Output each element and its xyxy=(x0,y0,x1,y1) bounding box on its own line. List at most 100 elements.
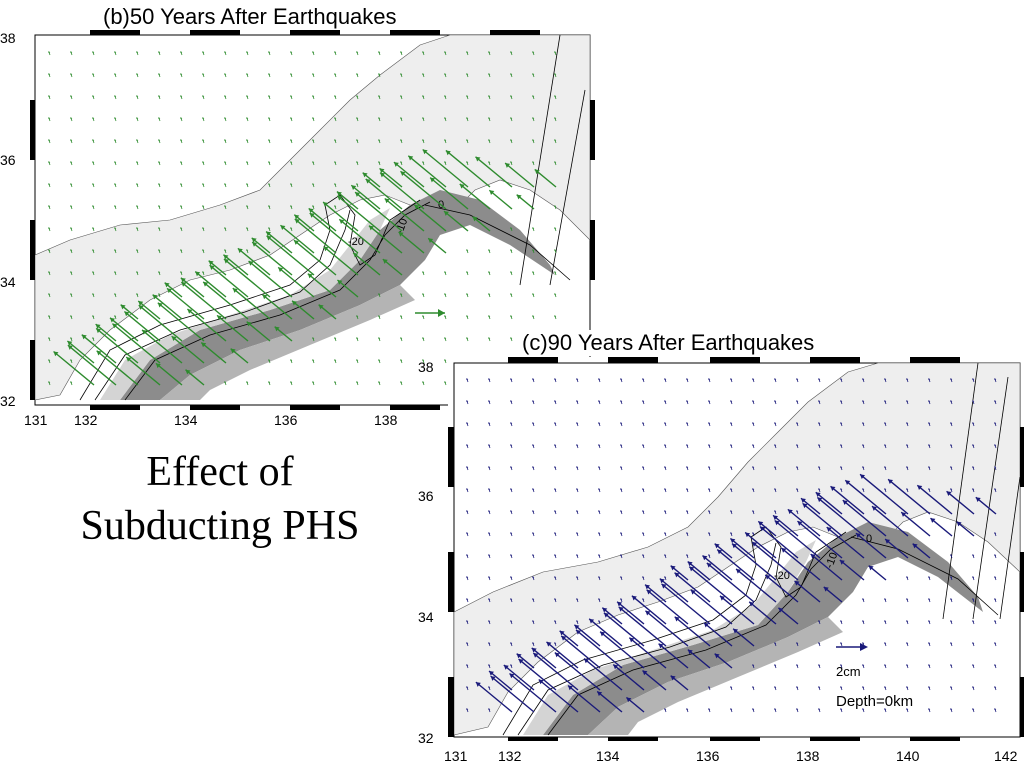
vector-arrowhead xyxy=(510,532,513,535)
vector-arrowhead xyxy=(818,466,821,469)
vector-arrowhead xyxy=(114,51,117,54)
vector-arrowhead xyxy=(796,686,799,689)
vector-arrowhead xyxy=(158,227,161,230)
vector-arrow xyxy=(337,195,381,232)
vector-arrow xyxy=(816,496,865,537)
vector-arrow xyxy=(202,281,249,320)
vector-arrowhead xyxy=(224,227,227,230)
vector-arrowhead xyxy=(336,191,342,197)
vector-arrowhead xyxy=(818,444,821,447)
vector-arrowhead xyxy=(400,51,403,54)
vector-arrowhead xyxy=(664,532,667,535)
vector-arrowhead xyxy=(466,161,469,164)
vector-arrowhead xyxy=(906,576,909,579)
vector-arrowhead xyxy=(554,554,557,557)
vector-arrowhead xyxy=(224,95,227,98)
vector-arrowhead xyxy=(642,510,645,513)
vector-arrow xyxy=(95,323,117,342)
vector-arrowhead xyxy=(516,194,522,200)
vector-arrowhead xyxy=(818,378,821,381)
vector-arrowhead xyxy=(664,466,667,469)
vector-arrowhead xyxy=(532,378,535,381)
vector-arrowhead xyxy=(246,117,249,120)
vector-arrowhead xyxy=(202,117,205,120)
vector-arrowhead xyxy=(251,237,257,243)
vector-arrowhead xyxy=(884,400,887,403)
vector-arrowhead xyxy=(488,554,491,557)
vector-arrowhead xyxy=(532,466,535,469)
vector-arrowhead xyxy=(246,183,249,186)
vector-arrow xyxy=(764,574,799,603)
vector-arrowhead xyxy=(136,95,139,98)
vector-arrowhead xyxy=(532,95,535,98)
vector-arrowhead xyxy=(818,620,821,623)
vector-arrowhead xyxy=(95,324,101,329)
vector-arrowhead xyxy=(972,620,975,623)
vector-arrowhead xyxy=(138,300,144,306)
vector-arrowhead xyxy=(830,486,836,492)
panel-c-ytick: 32 xyxy=(418,730,434,746)
vector-arrow xyxy=(398,231,425,254)
vector-arrowhead xyxy=(781,548,787,553)
vector-arrowhead xyxy=(510,117,513,120)
vector-arrowhead xyxy=(202,51,205,54)
vector-arrowhead xyxy=(714,653,720,659)
vector-arrowhead xyxy=(554,73,557,76)
vector-arrowhead xyxy=(334,183,337,186)
panel-b-slab-mid xyxy=(160,285,415,400)
vector-arrow xyxy=(599,631,645,669)
vector-arrowhead xyxy=(884,598,887,601)
vector-arrow xyxy=(735,568,777,603)
vector-arrowhead xyxy=(356,117,359,120)
vector-arrowhead xyxy=(884,488,887,491)
vector-arrowhead xyxy=(400,381,403,384)
vector-arrowhead xyxy=(972,576,975,579)
vector-arrowhead xyxy=(554,422,557,425)
vector-arrowhead xyxy=(180,117,183,120)
vector-arrowhead xyxy=(422,315,425,318)
vector-arrowhead xyxy=(422,73,425,76)
vector-arrowhead xyxy=(906,620,909,623)
vector-arrowhead xyxy=(246,321,252,327)
vector-arrowhead xyxy=(112,323,118,329)
vector-arrowhead xyxy=(862,466,865,469)
vector-arrowhead xyxy=(224,183,227,186)
vector-arrowhead xyxy=(730,422,733,425)
vector-arrow xyxy=(504,162,535,188)
vector-arrowhead xyxy=(928,664,931,667)
vector-arrow xyxy=(534,168,557,188)
vector-arrowhead xyxy=(252,242,258,247)
vector-arrowhead xyxy=(686,488,689,491)
vector-arrowhead xyxy=(268,139,271,142)
vector-arrowhead xyxy=(510,293,513,296)
vector-arrowhead xyxy=(645,584,650,590)
vector-arrowhead xyxy=(466,532,469,535)
vector-arrowhead xyxy=(774,400,777,403)
vector-arrowhead xyxy=(994,642,997,645)
vector-arrowhead xyxy=(414,204,420,210)
vector-arrowhead xyxy=(217,315,223,321)
vector-arrowhead xyxy=(422,359,425,362)
vector-arrowhead xyxy=(510,444,513,447)
vector-arrowhead xyxy=(708,532,711,535)
vector-arrowhead xyxy=(554,620,557,623)
vector-arrow xyxy=(855,532,887,559)
vector-arrowhead xyxy=(752,466,755,469)
vector-arrowhead xyxy=(488,510,491,513)
panel-b-trench-1 xyxy=(519,34,561,286)
vector-arrowhead xyxy=(840,422,843,425)
vector-arrowhead xyxy=(334,161,337,164)
vector-arrowhead xyxy=(994,466,997,469)
vector-arrowhead xyxy=(466,271,469,274)
vector-arrowhead xyxy=(576,378,579,381)
vector-arrowhead xyxy=(230,348,236,354)
vector-arrow xyxy=(294,218,337,254)
vector-arrowhead xyxy=(488,400,491,403)
vector-arrow xyxy=(53,350,95,386)
vector-arrowhead xyxy=(796,488,799,491)
vector-arrowhead xyxy=(800,498,806,503)
vector-arrowhead xyxy=(422,271,425,274)
vector-arrowhead xyxy=(686,532,689,535)
vector-arrowhead xyxy=(950,488,953,491)
vector-arrowhead xyxy=(620,488,623,491)
